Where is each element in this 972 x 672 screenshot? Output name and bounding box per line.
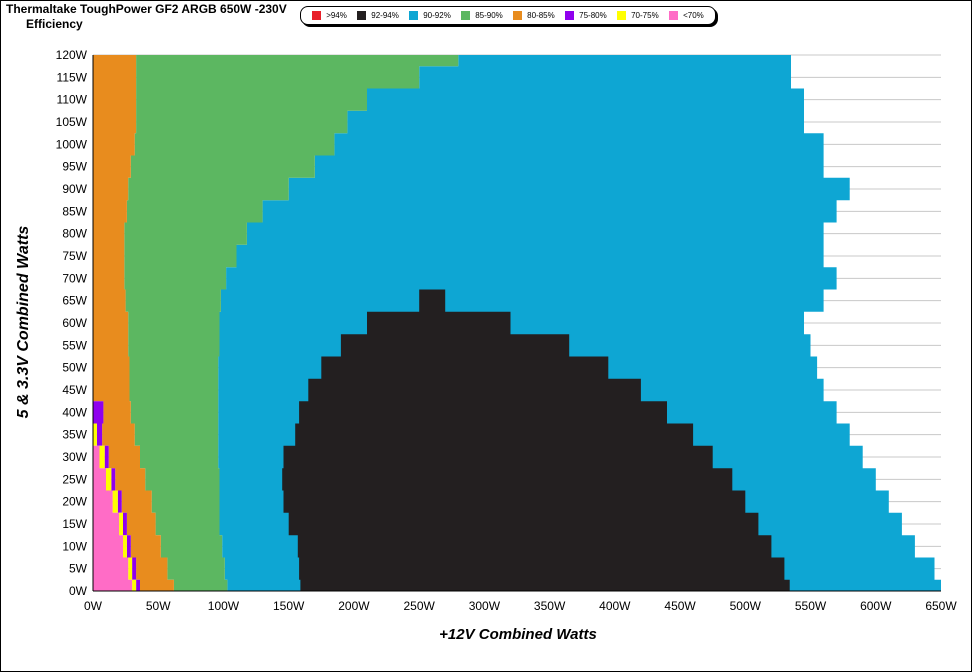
chart-subtitle: Efficiency — [26, 17, 83, 31]
legend-label: 75-80% — [579, 11, 607, 20]
x-tick-label: 0W — [84, 599, 103, 613]
legend-item-75-80: 75-80% — [565, 11, 607, 20]
y-tick-label: 70W — [62, 271, 87, 285]
x-tick-label: 350W — [534, 599, 566, 613]
band-lt70 — [93, 55, 133, 591]
efficiency-bands — [93, 55, 941, 591]
y-tick-label: 35W — [62, 428, 87, 442]
y-tick-label: 50W — [62, 361, 87, 375]
legend-item-70-75: 70-75% — [617, 11, 659, 20]
x-tick-label: 300W — [469, 599, 501, 613]
x-tick-label: 650W — [925, 599, 957, 613]
y-tick-label: 80W — [62, 227, 87, 241]
legend-swatch — [617, 11, 627, 20]
legend: >94% 92-94% 90-92% 85-90% 80-85% 75-80% … — [300, 6, 716, 25]
x-tick-label: 250W — [403, 599, 435, 613]
legend-label: 90-92% — [423, 11, 451, 20]
x-tick-label: 550W — [795, 599, 827, 613]
x-tick-label: 150W — [273, 599, 305, 613]
band-92-94 — [282, 289, 790, 591]
y-tick-label: 105W — [56, 115, 88, 129]
legend-swatch — [461, 11, 471, 20]
y-tick-label: 60W — [62, 316, 87, 330]
legend-item-lt70: <70% — [669, 11, 704, 20]
legend-item-90-92: 90-92% — [409, 11, 451, 20]
legend-label: <70% — [683, 11, 704, 20]
legend-label: 70-75% — [631, 11, 659, 20]
x-tick-label: 100W — [208, 599, 240, 613]
legend-item-80-85: 80-85% — [513, 11, 555, 20]
y-tick-label: 20W — [62, 495, 87, 509]
x-tick-label: 400W — [599, 599, 631, 613]
y-tick-label: 95W — [62, 160, 87, 174]
y-tick-labels: 0W 5W 10W 15W 20W 25W 30W 35W 40W 45W 50W 55W 60W 65W… — [56, 48, 88, 598]
legend-swatch — [409, 11, 419, 20]
legend-swatch — [565, 11, 575, 20]
y-tick-label: 15W — [62, 517, 87, 531]
band-85-90 — [124, 55, 459, 591]
y-tick-label: 5W — [69, 562, 88, 576]
y-tick-label: 0W — [69, 584, 88, 598]
band-70-75 — [93, 55, 137, 591]
x-axis-label: +12V Combined Watts — [439, 626, 597, 643]
legend-label: >94% — [326, 11, 347, 20]
legend-swatch — [357, 11, 367, 20]
y-tick-label: 115W — [57, 70, 88, 84]
y-tick-label: 30W — [62, 450, 87, 464]
band-80-85 — [93, 55, 174, 591]
y-tick-label: 40W — [62, 405, 87, 419]
legend-item-gt94: >94% — [312, 11, 347, 20]
y-tick-label: 65W — [62, 294, 87, 308]
y-tick-label: 55W — [62, 338, 87, 352]
x-tick-label: 450W — [664, 599, 696, 613]
chart-title: Thermaltake ToughPower GF2 ARGB 650W -23… — [6, 2, 287, 16]
y-axis-label: 5 & 3.3V Combined Watts — [15, 225, 32, 419]
y-tick-label: 10W — [62, 539, 87, 553]
x-tick-label: 200W — [338, 599, 370, 613]
y-tick-label: 45W — [62, 383, 87, 397]
y-tick-label: 90W — [62, 182, 87, 196]
x-tick-label: 50W — [146, 599, 171, 613]
legend-item-85-90: 85-90% — [461, 11, 503, 20]
y-tick-label: 85W — [62, 204, 87, 218]
x-tick-labels: 0W 50W 100W 150W 200W 250W 300W 350W 400W 450W 500… — [84, 599, 957, 613]
band-75-80 — [93, 55, 140, 591]
legend-swatch — [513, 11, 523, 20]
legend-label: 85-90% — [475, 11, 503, 20]
y-tick-label: 120W — [56, 48, 88, 62]
legend-swatch — [312, 11, 322, 20]
legend-item-92-94: 92-94% — [357, 11, 399, 20]
x-tick-label: 600W — [860, 599, 892, 613]
y-tick-label: 75W — [62, 249, 87, 263]
y-tick-label: 110W — [57, 93, 88, 107]
legend-label: 92-94% — [371, 11, 399, 20]
axes — [92, 55, 941, 592]
y-tick-label: 25W — [62, 472, 87, 486]
y-tick-label: 100W — [56, 137, 88, 151]
legend-label: 80-85% — [527, 11, 555, 20]
x-tick-label: 500W — [730, 599, 762, 613]
legend-swatch — [669, 11, 679, 20]
